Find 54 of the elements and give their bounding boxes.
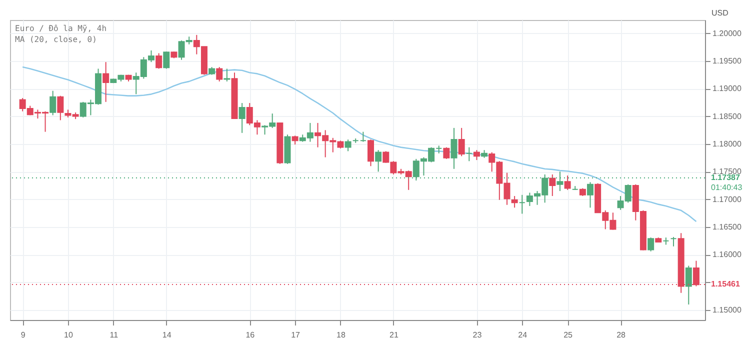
candlestick <box>367 139 374 167</box>
candlestick <box>224 68 230 82</box>
line-series <box>22 66 697 222</box>
candlestick <box>163 51 170 70</box>
ref-line-label: 1.17387 <box>711 172 740 182</box>
x-tick-label: 16 <box>246 330 256 340</box>
candlestick <box>50 90 56 116</box>
text: 01:40:43 <box>711 182 743 192</box>
text: MA (20, close, 0) <box>15 35 97 44</box>
candlestick <box>57 95 64 121</box>
candlestick <box>648 237 654 252</box>
candlestick <box>473 150 480 161</box>
x-tick-label: 24 <box>518 330 528 340</box>
ref-line-label: 1.15461 <box>711 280 740 289</box>
x-tick-label: 11 <box>110 330 119 340</box>
x-tick-label: 18 <box>336 330 346 340</box>
candlestick <box>670 236 677 247</box>
candlestick <box>458 127 465 157</box>
x-tick-label: 28 <box>616 330 626 340</box>
y-tick-label: 1.18000 <box>712 139 742 148</box>
candlestick <box>556 171 564 192</box>
x-tick-label: 9 <box>20 330 26 340</box>
candlestick <box>102 62 110 102</box>
y-tick-label: 1.18500 <box>712 112 742 121</box>
text: Euro / Đô la Mỹ, 4h <box>15 24 107 33</box>
y-tick-label: 1.16500 <box>712 222 742 232</box>
candlestick <box>466 146 472 162</box>
x-tick-label: 23 <box>472 330 482 340</box>
x-tick-label: 25 <box>564 330 574 340</box>
candlestick <box>549 174 556 197</box>
candlestick <box>685 265 692 305</box>
y-tick-label: 1.17000 <box>712 194 742 204</box>
candlestick <box>450 127 458 170</box>
candlestick <box>360 131 366 142</box>
candlestick <box>375 150 382 172</box>
x-tick-label: 21 <box>390 330 399 340</box>
y-tick-label: 1.19000 <box>712 84 742 94</box>
y-tick-label: 1.16000 <box>712 250 742 260</box>
y-tick-label: 1.20000 <box>712 28 742 38</box>
candlestick <box>344 139 352 152</box>
candlestick <box>518 194 526 214</box>
candlestick <box>216 66 223 82</box>
candlestick <box>156 52 162 70</box>
x-tick-label: 14 <box>162 330 172 340</box>
y-tick-label: 1.19500 <box>712 56 742 66</box>
candlestick <box>511 196 518 208</box>
candlestick <box>564 175 571 190</box>
candlestick <box>587 182 594 208</box>
y-axis-title: USD <box>712 8 729 18</box>
candlestick <box>238 102 246 134</box>
x-tick-label: 10 <box>64 330 74 340</box>
y-tick-label: 1.15000 <box>712 306 742 315</box>
candlestick <box>443 146 450 160</box>
x-tick-label: 17 <box>291 330 301 340</box>
